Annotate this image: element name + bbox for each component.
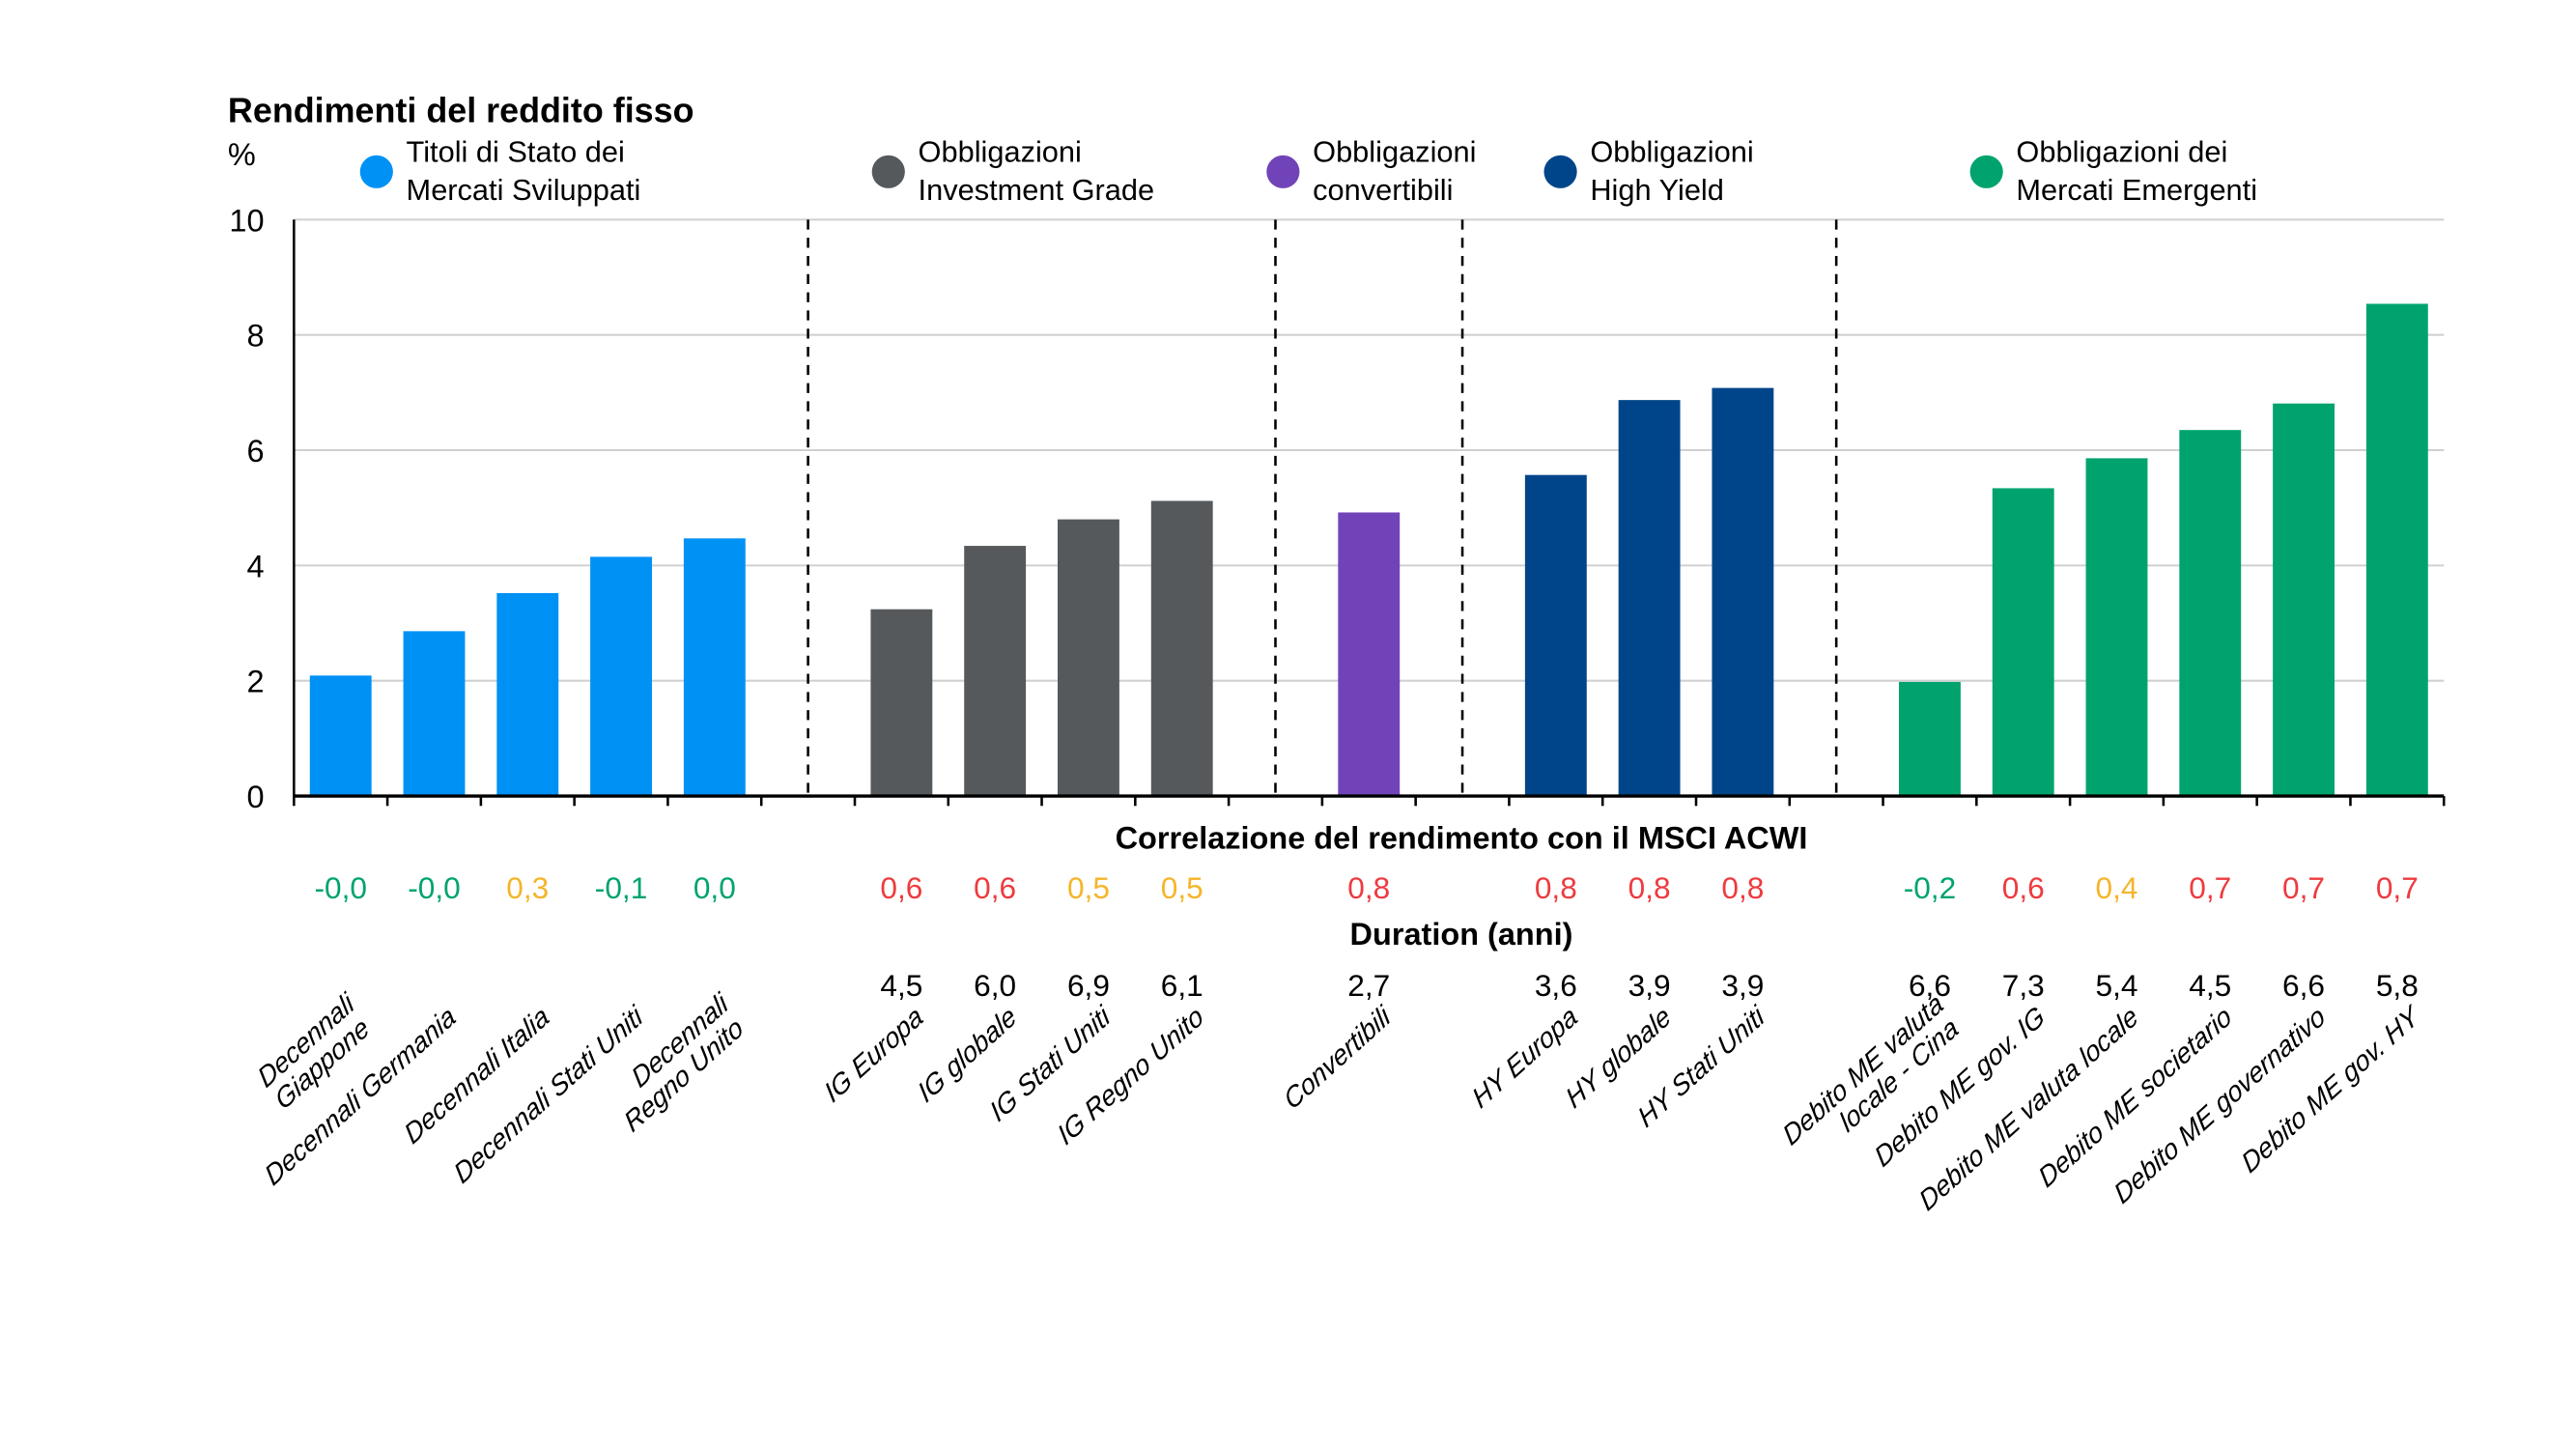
category-label-line: Debito ME gov. HY: [2237, 999, 2425, 1180]
category-label: Convertibili: [1279, 1000, 1396, 1117]
correlation-value: -0,2: [1904, 870, 1956, 905]
duration-value: 6,6: [1909, 968, 1951, 1003]
duration-value: 6,6: [2282, 968, 2325, 1003]
y-tick-label: 10: [229, 203, 264, 238]
correlation-value: 0,6: [880, 870, 922, 905]
y-tick-label: 4: [246, 549, 264, 583]
axes: 0 2 4 6 8 10: [229, 203, 2446, 814]
y-tick-label: 8: [246, 319, 264, 354]
correlation-value: 0,6: [974, 870, 1016, 905]
correlation-value: 0,7: [2376, 870, 2419, 905]
gridlines: [294, 218, 2445, 682]
duration-title: Duration (anni): [1350, 917, 1573, 952]
chart-title: Rendimenti del reddito fisso: [228, 92, 694, 130]
duration-value: 7,3: [2002, 968, 2045, 1003]
bar: [2179, 430, 2242, 797]
legend-label: Obbligazioni dei: [2016, 135, 2227, 169]
duration-value: 6,9: [1067, 968, 1110, 1003]
bar: [1992, 488, 2054, 797]
bars: [309, 303, 2428, 797]
legend-marker: [359, 155, 393, 188]
correlation-value: -0,0: [314, 870, 366, 905]
correlation-value: 0,4: [2096, 870, 2138, 905]
correlation-title: Correlazione del rendimento con il MSCI …: [1116, 821, 1808, 856]
bar: [1057, 519, 1119, 797]
legend-label: High Yield: [1590, 173, 1724, 207]
legend-label: Titoli di Stato dei: [407, 135, 625, 169]
legend-label: Obbligazioni: [1590, 135, 1753, 169]
bar: [683, 538, 746, 797]
correlation-value: -0,1: [595, 870, 647, 905]
bar: [1524, 474, 1587, 797]
group-dividers: [807, 219, 1838, 797]
duration-value: 6,0: [974, 968, 1016, 1003]
legend-label: convertibili: [1313, 173, 1453, 207]
category-label: IG Europa: [819, 1000, 928, 1109]
legend: Titoli di Stato dei Mercati Sviluppati Obb…: [359, 135, 2257, 207]
correlation-value: 0,7: [2282, 870, 2325, 905]
bar: [2365, 303, 2428, 797]
correlation-value: 0,8: [1347, 870, 1390, 905]
correlation-value: 0,5: [1161, 870, 1203, 905]
duration-value: 3,9: [1628, 968, 1671, 1003]
duration-value: 5,8: [2376, 968, 2419, 1003]
bar: [2085, 458, 2148, 797]
legend-label: Obbligazioni: [919, 135, 1082, 169]
y-tick-label: 2: [246, 665, 264, 699]
bar: [1338, 512, 1401, 797]
bar: [496, 593, 559, 797]
legend-label: Mercati Emergenti: [2016, 173, 2257, 207]
correlation-value: 0,5: [1067, 870, 1110, 905]
y-axis-label: %: [228, 137, 256, 172]
category-label-line: Convertibili: [1279, 1000, 1396, 1117]
category-label-line: HY Europa: [1467, 1000, 1582, 1115]
category-label: HY Europa: [1467, 1000, 1582, 1115]
y-tick-label: 6: [246, 434, 264, 469]
bar: [403, 631, 466, 797]
legend-marker: [1266, 155, 1300, 188]
bar: [309, 675, 372, 797]
category-label: Debito ME gov. HY: [2237, 999, 2425, 1180]
correlation-value: -0,0: [408, 870, 460, 905]
correlation-value: 0,7: [2189, 870, 2231, 905]
value-rows: -0,0 -0,0 0,3 -0,1 0,0 0,6 4,5 0,6 6,0 0,5 6,9 0,5 6…: [314, 870, 2418, 1003]
bar: [1150, 500, 1213, 797]
duration-value: 3,9: [1721, 968, 1764, 1003]
bar: [1899, 681, 1961, 797]
bar: [1712, 387, 1774, 797]
legend-label: Mercati Sviluppati: [407, 173, 641, 207]
duration-value: 5,4: [2096, 968, 2138, 1003]
duration-value: 3,6: [1535, 968, 1577, 1003]
y-tick-label: 0: [246, 780, 264, 814]
correlation-value: 0,0: [694, 870, 736, 905]
duration-value: 4,5: [880, 968, 922, 1003]
bar: [1618, 400, 1681, 797]
bar: [870, 609, 933, 797]
correlation-value: 0,6: [2002, 870, 2045, 905]
correlation-value: 0,8: [1628, 870, 1671, 905]
correlation-value: 0,3: [506, 870, 549, 905]
bar: [590, 556, 652, 797]
legend-label: Investment Grade: [919, 173, 1155, 207]
correlation-value: 0,8: [1721, 870, 1764, 905]
legend-marker: [871, 155, 905, 188]
legend-label: Obbligazioni: [1313, 135, 1476, 169]
bar: [2273, 403, 2335, 797]
legend-marker: [1969, 155, 2003, 188]
duration-value: 2,7: [1347, 968, 1390, 1003]
bar: [964, 546, 1027, 797]
correlation-value: 0,8: [1535, 870, 1577, 905]
duration-value: 4,5: [2189, 968, 2231, 1003]
legend-marker: [1543, 155, 1577, 188]
duration-value: 6,1: [1161, 968, 1203, 1003]
category-label-line: IG Europa: [819, 1000, 928, 1109]
